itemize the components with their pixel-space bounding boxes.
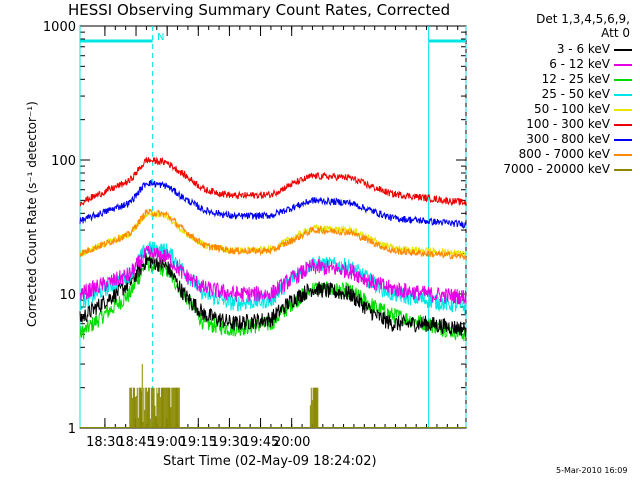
y-tick-label: 1000 — [43, 20, 76, 35]
x-tick-label: 19:15 — [180, 435, 217, 450]
legend-entry: 100 - 300 keV — [478, 117, 638, 132]
legend-entry: 50 - 100 keV — [478, 102, 638, 117]
y-tick-label: 1 — [68, 422, 76, 437]
series-line — [79, 208, 467, 261]
x-tick-label: 19:00 — [148, 435, 185, 450]
x-tick-label: 18:45 — [117, 435, 154, 450]
legend-entry: 3 - 6 keV — [478, 42, 638, 57]
plot-frame — [79, 25, 467, 429]
x-tick-label: 19:45 — [242, 435, 279, 450]
x-tick-label: 20:00 — [273, 435, 310, 450]
legend-header: Det 1,3,4,5,6,9, — [536, 12, 630, 26]
legend-swatch — [614, 139, 632, 141]
series-line — [79, 246, 467, 305]
legend-entry: 800 - 7000 keV — [478, 147, 638, 162]
x-tick-label: 18:30 — [86, 435, 123, 450]
legend-swatch — [614, 49, 632, 51]
attenuator-marker: N — [157, 32, 165, 43]
legend-entry-label: 300 - 800 keV — [526, 132, 610, 146]
y-tick-label: 100 — [51, 154, 76, 169]
legend-entry: 300 - 800 keV — [478, 132, 638, 147]
legend-entry: 7000 - 20000 keV — [478, 162, 638, 177]
legend-swatch — [614, 169, 632, 171]
legend-entry-label: 6 - 12 keV — [549, 57, 610, 71]
legend-entry: 25 - 50 keV — [478, 87, 638, 102]
legend-entry-label: 3 - 6 keV — [556, 42, 610, 56]
legend-entry: 6 - 12 keV — [478, 57, 638, 72]
series-line — [79, 156, 467, 207]
x-tick-label: 19:30 — [211, 435, 248, 450]
legend-swatch — [614, 109, 632, 111]
legend-entry-label: 50 - 100 keV — [533, 102, 610, 116]
legend-entry-label: 100 - 300 keV — [526, 117, 610, 131]
legend: 3 - 6 keV 6 - 12 keV 12 - 25 keV 25 - 50 ke… — [478, 42, 638, 177]
legend-entry-label: 12 - 25 keV — [541, 72, 610, 86]
y-axis-label: Corrected Count Rate (s⁻¹ detector⁻¹) — [25, 101, 39, 327]
x-axis-label: Start Time (02-May-09 18:24:02) — [163, 454, 377, 469]
series-line — [79, 179, 467, 229]
legend-swatch — [614, 64, 632, 66]
series-line — [79, 252, 467, 337]
footer-timestamp: 5-Mar-2010 16:09 — [556, 466, 628, 475]
legend-swatch — [614, 79, 632, 81]
chart-title: HESSI Observing Summary Count Rates, Cor… — [68, 1, 451, 19]
legend-entry: 12 - 25 keV — [478, 72, 638, 87]
legend-swatch — [614, 154, 632, 156]
legend-swatch — [614, 94, 632, 96]
legend-entry-label: 7000 - 20000 keV — [503, 162, 610, 176]
legend-entry-label: 25 - 50 keV — [541, 87, 610, 101]
legend-swatch — [614, 124, 632, 126]
y-tick-label: 10 — [59, 288, 76, 303]
attenuator-label: Att 0 — [601, 26, 630, 40]
legend-entry-label: 800 - 7000 keV — [518, 147, 610, 161]
